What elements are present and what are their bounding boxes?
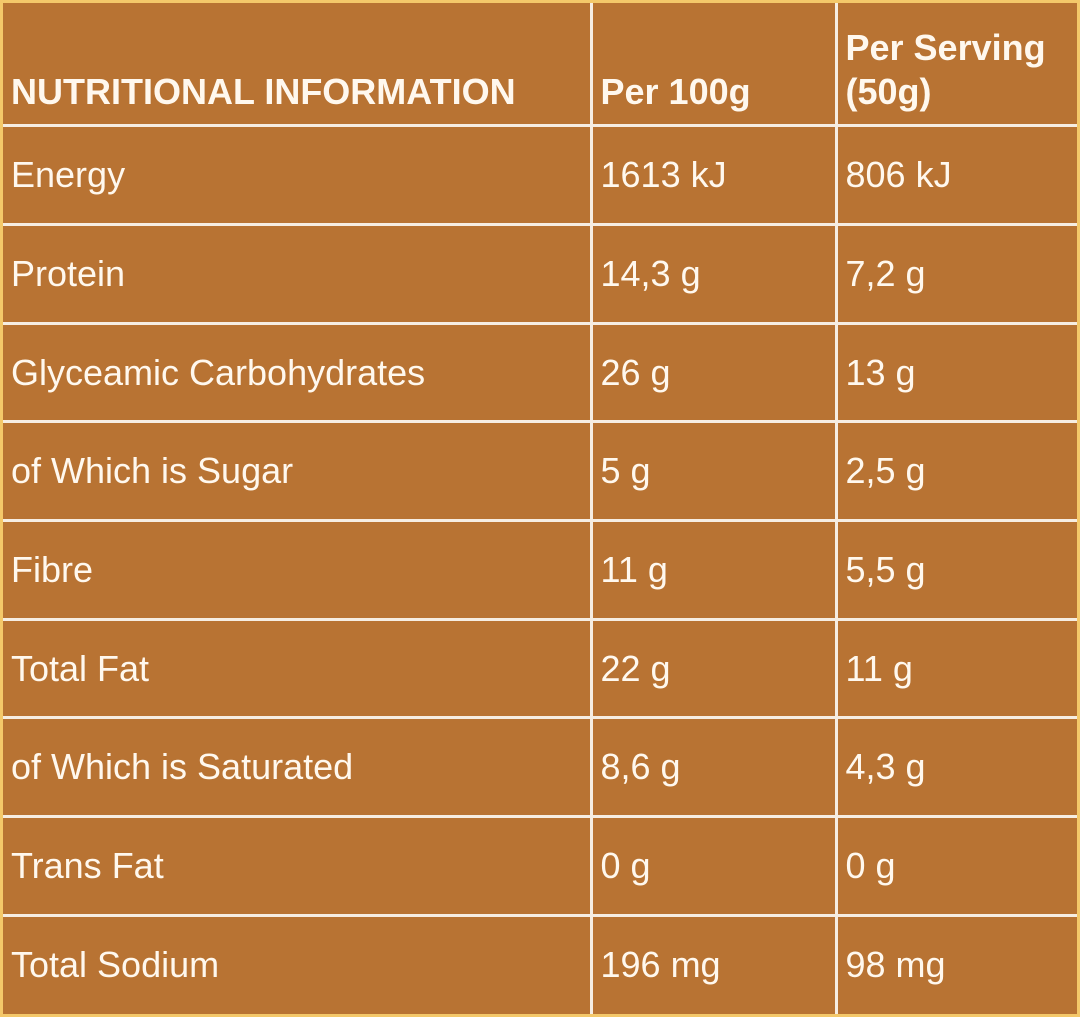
nutrient-row: Glyceamic Carbohydrates 26 g 13 g (3, 321, 1077, 424)
nutrient-value: 8,6 g (589, 716, 838, 819)
nutrient-value: 13 g (834, 321, 1077, 424)
nutrient-row: of Which is Saturated 8,6 g 4,3 g (3, 716, 1077, 819)
nutrient-name: of Which is Saturated (3, 716, 593, 819)
nutrient-value: 22 g (589, 617, 838, 720)
nutrient-name: Fibre (3, 519, 593, 621)
nutrient-value: 11 g (834, 617, 1077, 720)
nutrient-name: Energy (3, 124, 593, 227)
nutrient-value: 1613 kJ (589, 124, 838, 227)
nutrient-value: 26 g (589, 321, 838, 424)
nutrient-name: of Which is Sugar (3, 420, 593, 523)
nutrient-value: 196 mg (589, 913, 838, 1014)
header-cell: Per Serving (50g) (834, 3, 1077, 128)
nutrient-value: 11 g (589, 519, 838, 621)
nutrient-name: Total Sodium (3, 913, 593, 1014)
nutrient-value: 0 g (589, 815, 838, 917)
nutrient-value: 7,2 g (834, 223, 1077, 325)
nutrient-row: of Which is Sugar 5 g 2,5 g (3, 420, 1077, 523)
nutrient-row: Protein 14,3 g 7,2 g (3, 223, 1077, 325)
nutrient-value: 5,5 g (834, 519, 1077, 621)
nutrient-name: Glyceamic Carbohydrates (3, 321, 593, 424)
header-row: NUTRITIONAL INFORMATION Per 100g Per Ser… (3, 3, 1077, 128)
nutrition-table: NUTRITIONAL INFORMATION Per 100g Per Ser… (3, 3, 1077, 1014)
nutrient-row: Total Sodium 196 mg 98 mg (3, 913, 1077, 1014)
nutrient-row: Total Fat 22 g 11 g (3, 617, 1077, 720)
nutrient-value: 14,3 g (589, 223, 838, 325)
header-cell: Per 100g (589, 3, 838, 128)
nutrient-value: 2,5 g (834, 420, 1077, 523)
nutrient-row: Fibre 11 g 5,5 g (3, 519, 1077, 621)
header-cell: NUTRITIONAL INFORMATION (3, 3, 593, 128)
nutrient-value: 806 kJ (834, 124, 1077, 227)
nutrient-value: 5 g (589, 420, 838, 523)
nutrient-name: Protein (3, 223, 593, 325)
nutrient-row: Energy 1613 kJ 806 kJ (3, 124, 1077, 227)
nutrient-value: 0 g (834, 815, 1077, 917)
nutrient-value: 98 mg (834, 913, 1077, 1014)
nutrient-value: 4,3 g (834, 716, 1077, 819)
nutrient-name: Total Fat (3, 617, 593, 720)
nutrient-name: Trans Fat (3, 815, 593, 917)
